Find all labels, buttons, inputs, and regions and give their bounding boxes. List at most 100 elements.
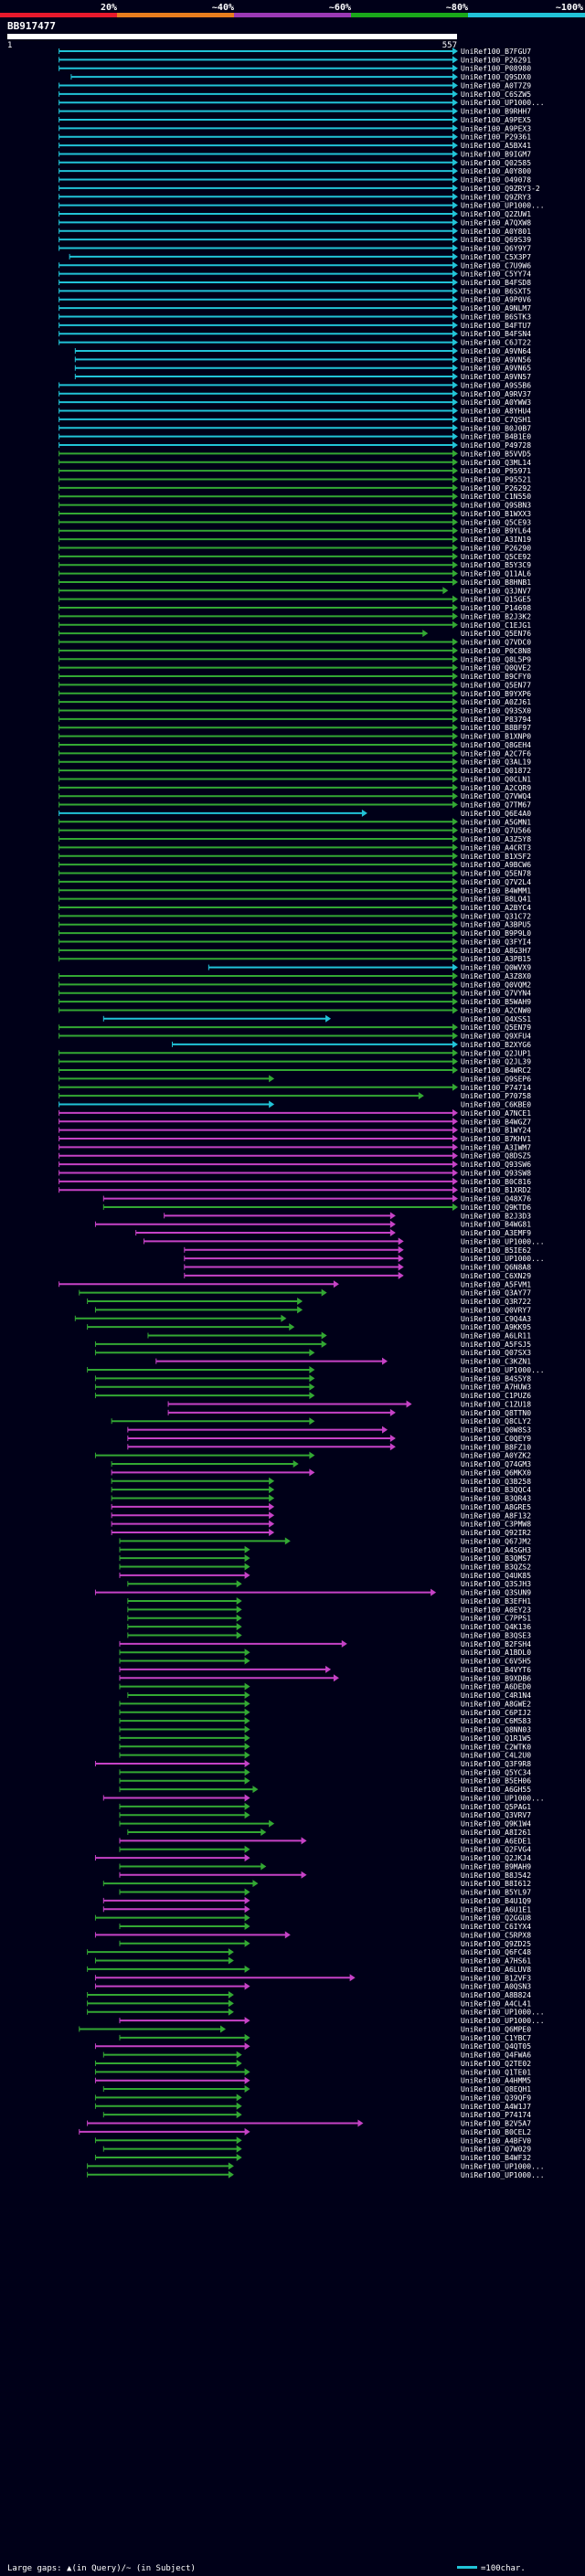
hit-row[interactable]: UniRef100_C4L2U0: [119, 1751, 531, 1760]
hit-row[interactable]: UniRef100_Q74GM3: [111, 1460, 531, 1468]
hit-label[interactable]: UniRef100_Q0QVE2: [461, 664, 531, 673]
hit-row[interactable]: UniRef100_A0ZJ61: [58, 698, 532, 706]
hit-row[interactable]: UniRef100_A9PEX3: [58, 124, 532, 133]
hit-row[interactable]: UniRef100_A8I261: [127, 1828, 531, 1837]
hit-label[interactable]: UniRef100_Q31C72: [461, 912, 531, 920]
hit-label[interactable]: UniRef100_Q7V2L4: [461, 878, 531, 886]
hit-label[interactable]: UniRef100_Q3VRV7: [461, 1811, 531, 1819]
hit-label[interactable]: UniRef100_A8B824: [461, 1991, 531, 1999]
hit-label[interactable]: UniRef100_Q2ZUW1: [461, 210, 531, 218]
hit-label[interactable]: UniRef100_A9KK95: [461, 1323, 531, 1331]
hit-label[interactable]: UniRef100_Q2TE02: [461, 2060, 531, 2068]
hit-label[interactable]: UniRef100_UP1000...: [461, 2171, 545, 2179]
hit-label[interactable]: UniRef100_A4CRT3: [461, 843, 531, 852]
hit-row[interactable]: UniRef100_C7U9W6: [58, 261, 532, 270]
hit-row[interactable]: UniRef100_B2J3K2: [58, 612, 532, 620]
hit-label[interactable]: UniRef100_B5Y3C9: [461, 561, 531, 569]
hit-row[interactable]: UniRef100_B3EFH1: [127, 1596, 531, 1606]
hit-label[interactable]: UniRef100_Q5CE92: [461, 553, 531, 561]
hit-row[interactable]: UniRef100_B4FSN4: [58, 330, 532, 338]
hit-row[interactable]: UniRef100_A8GRE5: [111, 1502, 531, 1511]
hit-label[interactable]: UniRef100_C1EJG1: [461, 621, 531, 630]
hit-label[interactable]: UniRef100_Q9ZRY3: [461, 193, 531, 201]
hit-row[interactable]: UniRef100_C5RPX8: [94, 1931, 531, 1939]
hit-label[interactable]: UniRef100_Q3F9R8: [461, 1760, 531, 1768]
hit-row[interactable]: UniRef100_Q93SW8: [58, 1169, 532, 1177]
hit-row[interactable]: UniRef100_Q2JKJ4: [94, 1854, 531, 1862]
hit-row[interactable]: UniRef100_Q2JUP1: [58, 1049, 532, 1057]
hit-label[interactable]: UniRef100_Q0CLN1: [461, 775, 531, 783]
hit-row[interactable]: UniRef100_B9YXP6: [58, 689, 532, 698]
hit-row[interactable]: UniRef100_A5GMN1: [58, 818, 532, 826]
hit-label[interactable]: UniRef100_Q3R722: [461, 1298, 531, 1306]
hit-row[interactable]: UniRef100_Q1R1W5: [119, 1733, 531, 1743]
hit-row[interactable]: UniRef100_P74174: [102, 2111, 531, 2119]
hit-row[interactable]: UniRef100_Q67JM2: [119, 1537, 531, 1545]
hit-row[interactable]: UniRef100_B1WXX3: [58, 509, 532, 518]
hit-row[interactable]: UniRef100_Q5YC34: [119, 1768, 531, 1776]
hit-row[interactable]: UniRef100_Q0QVE2: [58, 663, 532, 673]
hit-row[interactable]: UniRef100_A3Z8X0: [58, 971, 532, 981]
hit-label[interactable]: UniRef100_A6GH55: [461, 1786, 531, 1794]
hit-row[interactable]: UniRef100_C9Q4A3: [74, 1314, 531, 1323]
hit-row[interactable]: UniRef100_C6IYX4: [119, 1923, 531, 1931]
hit-label[interactable]: UniRef100_C3KZN1: [461, 1358, 531, 1366]
hit-row[interactable]: UniRef100_Q3VRV7: [119, 1811, 531, 1819]
hit-label[interactable]: UniRef100_A4HMM5: [461, 2077, 531, 2085]
hit-row[interactable]: UniRef100_B4S5Y8: [94, 1374, 531, 1383]
hit-label[interactable]: UniRef100_Q3SUN9: [461, 1589, 531, 1597]
hit-label[interactable]: UniRef100_A9BCW6: [461, 861, 531, 869]
hit-row[interactable]: UniRef100_A0EY23: [127, 1606, 531, 1614]
hit-row[interactable]: UniRef100_A2CNW0: [58, 1006, 532, 1014]
hit-row[interactable]: UniRef100_Q6MPE0: [79, 2025, 531, 2033]
hit-label[interactable]: UniRef100_B9CFY0: [461, 673, 531, 681]
hit-label[interactable]: UniRef100_Q0WVX9: [461, 964, 531, 972]
hit-label[interactable]: UniRef100_UP1000...: [461, 1366, 545, 1374]
hit-row[interactable]: UniRef100_Q8CLY2: [111, 1417, 531, 1426]
hit-row[interactable]: UniRef100_B0CEL2: [79, 2127, 531, 2136]
hit-label[interactable]: UniRef100_Q8TTN0: [461, 1409, 531, 1417]
hit-row[interactable]: UniRef100_C6KBE0: [58, 1100, 532, 1109]
hit-label[interactable]: UniRef100_Q4K136: [461, 1623, 531, 1631]
hit-row[interactable]: UniRef100_A2CQR9: [58, 783, 532, 792]
hit-row[interactable]: UniRef100_Q0CLN1: [58, 775, 532, 783]
hit-row[interactable]: UniRef100_C5YY74: [58, 270, 532, 279]
hit-label[interactable]: UniRef100_A8G3H7: [461, 947, 531, 955]
hit-row[interactable]: UniRef100_C6PIJ2: [119, 1708, 531, 1717]
hit-label[interactable]: UniRef100_Q93SX0: [461, 706, 531, 715]
hit-row[interactable]: UniRef100_A8GWE2: [119, 1700, 531, 1708]
hit-row[interactable]: UniRef100_Q7VYN4: [58, 989, 532, 998]
hit-label[interactable]: UniRef100_B4WRC2: [461, 1066, 531, 1075]
hit-label[interactable]: UniRef100_Q3ML14: [461, 459, 531, 467]
hit-row[interactable]: UniRef100_P70758: [58, 1092, 532, 1100]
hit-label[interactable]: UniRef100_A8I261: [461, 1829, 531, 1837]
hit-label[interactable]: UniRef100_A3PB15: [461, 955, 531, 963]
hit-label[interactable]: UniRef100_Q4FWA6: [461, 2051, 531, 2060]
hit-row[interactable]: UniRef100_B9MAH9: [119, 1862, 531, 1871]
hit-label[interactable]: UniRef100_Q07SX3: [461, 1349, 531, 1357]
hit-row[interactable]: UniRef100_Q9ZD25: [119, 1939, 531, 1948]
hit-label[interactable]: UniRef100_A5GMN1: [461, 818, 531, 826]
hit-row[interactable]: UniRef100_B4FTU7: [58, 321, 532, 330]
hit-row[interactable]: UniRef100_A7NCE1: [58, 1108, 532, 1118]
hit-row[interactable]: UniRef100_A6EDE1: [119, 1837, 531, 1845]
hit-row[interactable]: UniRef100_B5WAH9: [58, 998, 532, 1006]
hit-row[interactable]: UniRef100_B5VVD5: [58, 450, 532, 458]
hit-label[interactable]: UniRef100_UP1000...: [461, 202, 545, 210]
hit-row[interactable]: UniRef100_Q8L5P9: [58, 655, 532, 663]
hit-row[interactable]: UniRef100_A4W1J7: [94, 2102, 531, 2111]
hit-label[interactable]: UniRef100_Q6Y9Y7: [461, 245, 531, 253]
hit-label[interactable]: UniRef100_B8BF97: [461, 724, 531, 732]
hit-label[interactable]: UniRef100_O49078: [461, 176, 531, 185]
hit-label[interactable]: UniRef100_Q8L5P9: [461, 655, 531, 663]
hit-label[interactable]: UniRef100_B9YXP6: [461, 690, 531, 698]
hit-label[interactable]: UniRef100_B1X5F2: [461, 853, 531, 861]
hit-label[interactable]: UniRef100_C2WTK0: [461, 1743, 531, 1751]
hit-row[interactable]: UniRef100_B9YL64: [58, 526, 532, 535]
hit-label[interactable]: UniRef100_UP1000...: [461, 2009, 545, 2017]
hit-label[interactable]: UniRef100_B4WF32: [461, 2154, 531, 2162]
hit-label[interactable]: UniRef100_A7NCE1: [461, 1109, 531, 1118]
hit-label[interactable]: UniRef100_P26291: [461, 56, 531, 64]
hit-label[interactable]: UniRef100_Q92IR2: [461, 1529, 531, 1537]
hit-row[interactable]: UniRef100_B4VYT6: [119, 1665, 531, 1674]
